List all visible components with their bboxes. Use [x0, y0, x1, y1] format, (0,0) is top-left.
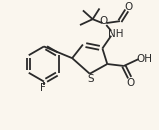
Text: S: S: [87, 74, 94, 84]
Text: OH: OH: [136, 54, 152, 64]
Text: O: O: [127, 77, 135, 87]
Text: NH: NH: [108, 29, 124, 39]
Text: O: O: [99, 16, 107, 26]
Text: O: O: [125, 2, 133, 12]
Text: F: F: [40, 83, 46, 93]
